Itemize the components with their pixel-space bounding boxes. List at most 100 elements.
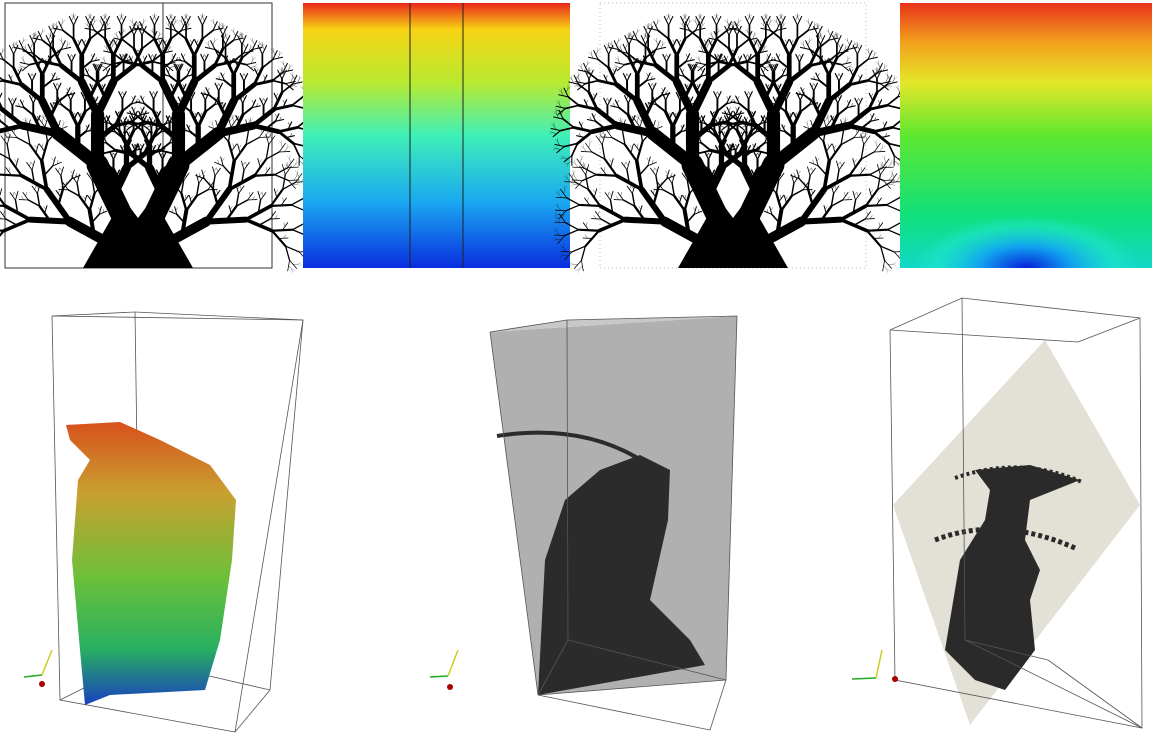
branch <box>113 152 116 157</box>
branch <box>177 64 180 69</box>
branch <box>708 124 711 129</box>
branch <box>860 143 865 160</box>
branch <box>183 16 187 22</box>
branch <box>618 46 621 49</box>
branch <box>738 102 750 112</box>
branch <box>728 144 731 148</box>
branch <box>589 140 593 144</box>
branch <box>561 155 564 158</box>
branch <box>153 91 156 96</box>
branch <box>748 91 751 96</box>
branch <box>827 114 829 119</box>
branch <box>88 75 100 85</box>
branch <box>60 21 63 27</box>
branch <box>55 100 58 104</box>
branch <box>11 43 14 47</box>
branch <box>721 56 724 61</box>
branch <box>574 83 578 86</box>
branch <box>622 199 636 207</box>
branch <box>110 44 114 49</box>
branch <box>808 21 811 27</box>
branch <box>283 165 287 170</box>
branch <box>695 21 698 27</box>
branch <box>631 192 636 207</box>
branch <box>74 175 76 180</box>
branch <box>142 96 145 101</box>
branch <box>62 120 64 125</box>
branch <box>556 113 559 119</box>
branch <box>643 35 646 41</box>
branch <box>280 142 283 148</box>
branch <box>838 73 842 78</box>
branch <box>857 45 860 51</box>
branch <box>57 49 60 54</box>
branch <box>32 73 35 78</box>
branch <box>42 114 44 119</box>
branch <box>229 117 233 123</box>
branch <box>699 135 702 140</box>
branch <box>235 192 240 207</box>
branch <box>250 117 252 122</box>
branch <box>564 104 580 110</box>
branch <box>609 159 613 164</box>
branch <box>8 129 9 134</box>
branch <box>8 133 12 138</box>
branch <box>716 102 728 112</box>
branch <box>94 56 97 61</box>
branch <box>885 204 901 212</box>
branch <box>764 75 776 85</box>
branch <box>886 269 891 271</box>
branch <box>609 42 612 45</box>
branch <box>162 152 165 157</box>
branch <box>157 35 160 40</box>
branch <box>836 48 849 59</box>
branch <box>700 68 704 73</box>
branch <box>564 176 568 179</box>
branch <box>85 125 88 129</box>
branch <box>104 162 115 171</box>
branch <box>232 114 234 119</box>
branch <box>888 83 892 86</box>
branch <box>261 58 274 69</box>
branch <box>884 132 888 137</box>
branch <box>577 83 590 94</box>
branch <box>844 66 850 68</box>
branch <box>297 169 299 174</box>
branch <box>151 91 154 96</box>
branch <box>715 29 728 40</box>
branch <box>160 152 163 157</box>
branch <box>817 103 820 107</box>
branch <box>684 172 687 178</box>
branch <box>666 16 669 22</box>
branch <box>105 142 117 152</box>
branch <box>159 33 162 36</box>
branch <box>752 143 755 148</box>
branch <box>150 117 153 121</box>
branch <box>855 128 858 134</box>
branch <box>40 116 44 119</box>
branch <box>40 31 43 37</box>
branch <box>646 157 650 162</box>
branch <box>757 152 760 157</box>
branch <box>554 214 558 216</box>
branch <box>152 54 155 59</box>
branch <box>570 142 579 157</box>
branch <box>184 127 187 132</box>
branch <box>8 167 11 172</box>
branch <box>170 156 173 161</box>
branch <box>764 29 778 40</box>
branch <box>588 52 592 55</box>
branch <box>575 269 580 271</box>
branch <box>116 35 119 40</box>
branch <box>729 143 732 148</box>
branch <box>860 151 875 160</box>
branch <box>874 52 878 55</box>
branch <box>770 100 773 104</box>
branch <box>669 112 672 117</box>
branch <box>288 265 292 270</box>
branch <box>281 70 285 75</box>
branch <box>571 245 587 253</box>
branch <box>710 39 713 44</box>
branch <box>869 215 873 219</box>
branch <box>746 131 749 136</box>
